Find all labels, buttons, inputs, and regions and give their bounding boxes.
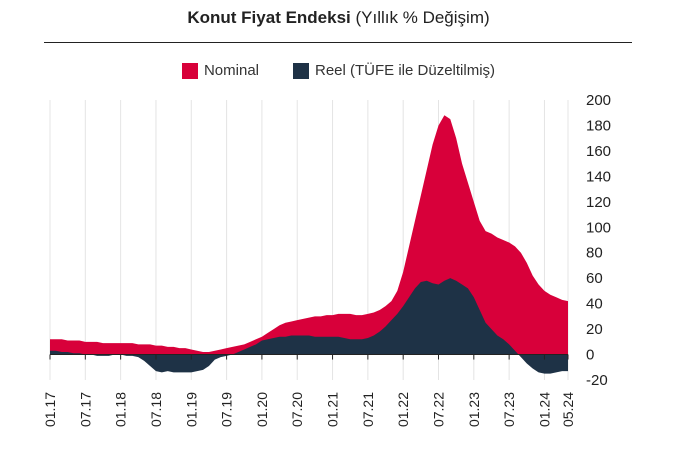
y-tick-label-2: 160 <box>586 143 611 160</box>
chart-title-main: Konut Fiyat Endeksi <box>187 8 351 27</box>
x-tick-label-4: 01.19 <box>183 392 199 427</box>
legend-item-reel: Reel (TÜFE ile Düzeltilmiş) <box>293 62 495 79</box>
x-tick-label-0: 01.17 <box>42 392 58 427</box>
x-tick-label-11: 07.22 <box>431 392 447 427</box>
x-tick-label-6: 01.20 <box>254 392 270 427</box>
x-tick-label-1: 07.17 <box>77 392 93 427</box>
title-divider <box>44 42 632 43</box>
chart-subtitle: (Yıllık % Değişim) <box>355 8 490 27</box>
y-tick-label-4: 120 <box>586 194 611 211</box>
y-tick-label-0: 200 <box>586 92 611 109</box>
y-tick-label-10: 0 <box>586 347 594 364</box>
x-tick-label-3: 07.18 <box>148 392 164 427</box>
series-area-nominal <box>50 115 568 355</box>
y-tick-label-7: 60 <box>586 270 603 287</box>
x-tick-label-7: 07.20 <box>289 392 305 427</box>
legend-label-reel: Reel (TÜFE ile Düzeltilmiş) <box>315 62 496 79</box>
x-tick-label-10: 01.22 <box>395 392 411 427</box>
legend-item-nominal: Nominal <box>181 62 259 79</box>
y-tick-label-9: 20 <box>586 321 603 338</box>
x-tick-label-8: 01.21 <box>325 392 341 427</box>
x-tick-label-15: 05.24 <box>560 392 576 427</box>
y-tick-label-1: 180 <box>586 117 611 134</box>
x-tick-label-2: 01.18 <box>113 392 129 427</box>
legend-swatch-nominal <box>181 62 198 79</box>
y-tick-label-11: -20 <box>586 372 608 389</box>
y-tick-label-8: 40 <box>586 296 603 313</box>
chart-title: Konut Fiyat Endeksi (Yıllık % Değişim) <box>0 8 677 28</box>
x-tick-label-9: 07.21 <box>360 392 376 427</box>
x-tick-label-12: 01.23 <box>466 392 482 427</box>
x-tick-label-14: 01.24 <box>537 392 553 427</box>
x-tick-label-5: 07.19 <box>219 392 235 427</box>
x-tick-label-13: 07.23 <box>501 392 517 427</box>
chart-legend: Nominal Reel (TÜFE ile Düzeltilmiş) <box>0 62 677 79</box>
y-tick-label-3: 140 <box>586 168 611 185</box>
y-tick-label-6: 80 <box>586 245 603 262</box>
y-tick-label-5: 100 <box>586 219 611 236</box>
legend-label-nominal: Nominal <box>203 62 259 79</box>
legend-swatch-reel <box>293 62 309 79</box>
series-area-reel <box>50 278 568 374</box>
